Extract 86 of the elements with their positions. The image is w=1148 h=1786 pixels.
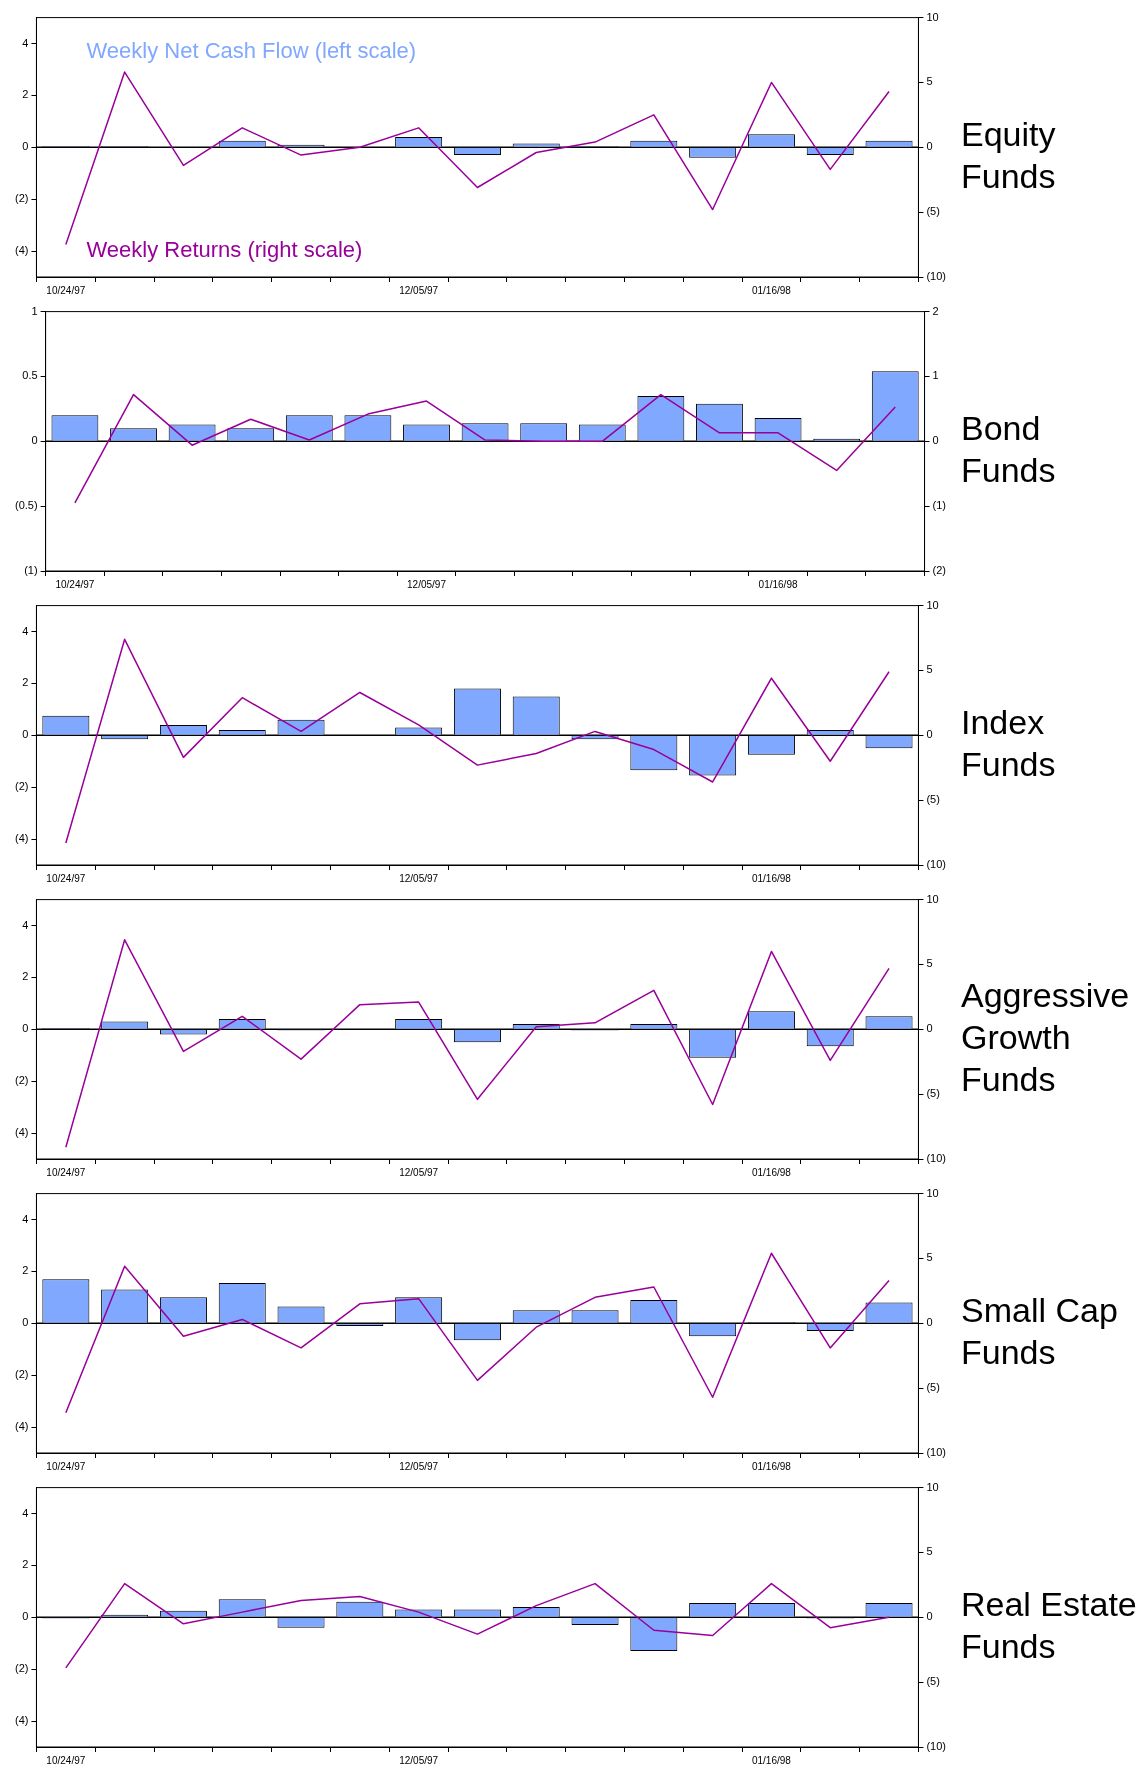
x-tick-label: 12/05/97 (399, 1166, 439, 1178)
y-tick-label: 0 (22, 140, 29, 153)
y2-tick-label: (5) (926, 793, 940, 806)
y2-tick-label: (10) (926, 1446, 946, 1459)
y2-tick-label: 10 (926, 598, 939, 611)
x-tick-label: 10/24/97 (46, 1754, 86, 1766)
y-tick-label: (2) (14, 1662, 29, 1675)
y-tick-label: (2) (14, 1368, 29, 1381)
y-tick-label: (2) (14, 192, 29, 205)
y-tick-label: (4) (14, 1126, 29, 1139)
x-tick-label: 12/05/97 (407, 578, 447, 590)
text: Real Estate Funds (960, 1584, 1138, 1667)
y2-tick-label: (10) (926, 1152, 946, 1165)
y2-tick-label: (2) (932, 564, 947, 577)
x-tick-label: 01/16/98 (751, 872, 792, 884)
y2-tick-label: 10 (926, 1480, 939, 1493)
y2-tick-label: (10) (926, 1740, 946, 1753)
y-tick-label: (2) (14, 780, 29, 793)
y-tick-label: (4) (14, 1714, 29, 1727)
y-tick-label: (1) (24, 564, 38, 577)
y-tick-label: (0.5) (14, 499, 38, 512)
y-tick-label: 2 (22, 970, 29, 983)
y-tick-label: 4 (22, 624, 29, 637)
y2-tick-label: 2 (932, 304, 939, 317)
x-tick-label: 01/16/98 (751, 284, 792, 296)
y2-tick-label: 5 (926, 663, 933, 676)
y-tick-label: (4) (14, 832, 29, 845)
y2-tick-label: (10) (926, 858, 946, 871)
y-tick-label: 4 (22, 918, 29, 931)
text: Weekly Net Cash Flow (left scale) (86, 37, 417, 63)
y2-tick-label: 10 (926, 1186, 939, 1199)
y2-tick-label: (10) (926, 270, 946, 283)
y-tick-label: 0 (22, 1316, 29, 1329)
y2-tick-label: 5 (926, 1545, 933, 1558)
y2-tick-label: 0 (932, 434, 939, 447)
y2-tick-label: 1 (932, 369, 939, 382)
y2-tick-label: 5 (926, 957, 933, 970)
y2-tick-label: 10 (926, 892, 939, 905)
y-tick-label: 0.5 (22, 369, 38, 382)
y2-tick-label: 0 (926, 1610, 933, 1623)
y-tick-label: 2 (22, 88, 29, 101)
y2-tick-label: 5 (926, 1251, 933, 1264)
y-tick-label: 2 (22, 676, 29, 689)
y-tick-label: 0 (31, 434, 38, 447)
y2-tick-label: (5) (926, 1381, 940, 1394)
x-tick-label: 10/24/97 (46, 872, 86, 884)
x-tick-label: 12/05/97 (399, 872, 439, 884)
y-tick-label: (2) (14, 1074, 29, 1087)
y2-tick-label: 0 (926, 728, 933, 741)
y2-tick-label: (5) (926, 1675, 940, 1688)
x-tick-label: 10/24/97 (46, 284, 86, 296)
y2-tick-label: 10 (926, 10, 939, 23)
x-tick-label: 01/16/98 (751, 1166, 792, 1178)
y2-tick-label: 0 (926, 1316, 933, 1329)
y-tick-label: 4 (22, 1212, 29, 1225)
y2-tick-label: (5) (926, 1087, 940, 1100)
x-tick-label: 01/16/98 (751, 1754, 792, 1766)
y-tick-label: 0 (22, 1022, 29, 1035)
y-tick-label: 2 (22, 1264, 29, 1277)
text: Aggressive Growth Funds (960, 975, 1131, 1100)
y-tick-label: 2 (22, 1558, 29, 1571)
text: Small Cap Funds (960, 1290, 1119, 1373)
y-tick-label: 0 (22, 1610, 29, 1623)
y2-tick-label: 5 (926, 75, 933, 88)
y-tick-label: (4) (14, 244, 29, 257)
y-tick-label: 1 (31, 304, 38, 317)
y-tick-label: 0 (22, 728, 29, 741)
y2-tick-label: 0 (926, 1022, 933, 1035)
text: Equity Funds (960, 114, 1057, 197)
x-tick-label: 01/16/98 (751, 1460, 792, 1472)
x-tick-label: 10/24/97 (46, 1460, 86, 1472)
x-tick-label: 10/24/97 (46, 1166, 86, 1178)
series-label: Weekly Returns (right scale) (86, 237, 363, 263)
text: Index Funds (960, 702, 1057, 785)
x-tick-label: 01/16/98 (758, 578, 798, 590)
y-tick-label: (4) (14, 1420, 29, 1433)
y2-tick-label: (1) (932, 499, 947, 512)
x-tick-label: 12/05/97 (399, 284, 439, 296)
x-tick-label: 12/05/97 (399, 1754, 439, 1766)
y2-tick-label: (5) (926, 205, 940, 218)
y2-tick-label: 0 (926, 140, 933, 153)
x-tick-label: 10/24/97 (55, 578, 95, 590)
text: Bond Funds (960, 408, 1057, 491)
y-tick-label: 4 (22, 1506, 29, 1519)
x-tick-label: 12/05/97 (399, 1460, 439, 1472)
y-tick-label: 4 (22, 36, 29, 49)
